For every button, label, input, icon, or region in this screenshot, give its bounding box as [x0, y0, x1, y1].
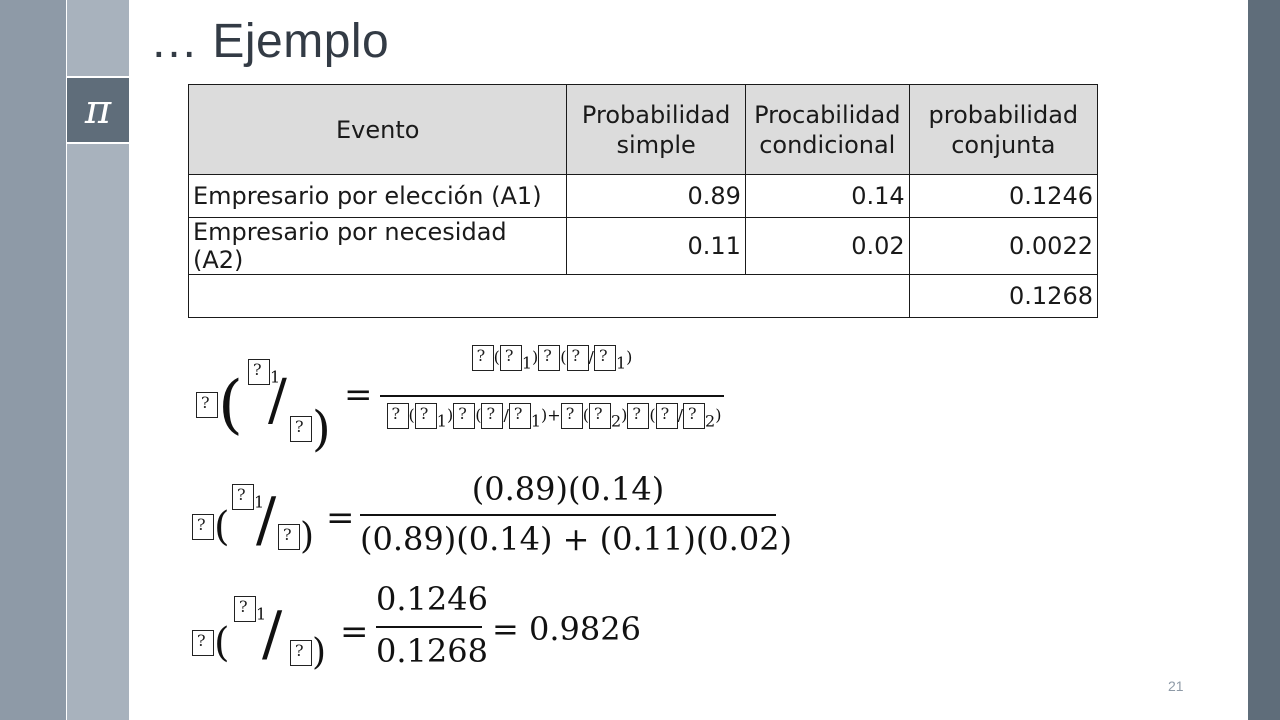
- subscript: 1: [256, 604, 267, 624]
- formula2-denominator: (0.89)(0.14) + (0.11)(0.02): [360, 520, 793, 558]
- cell-evento: Empresario por necesidad (A2): [187, 217, 568, 275]
- formula2-numerator: (0.89)(0.14): [471, 470, 665, 508]
- formula1-denominator: (1)(/1)+(2)(/2): [374, 403, 734, 431]
- cell-condicional: 0.02: [744, 217, 910, 275]
- formula1-numerator: (1)(/1): [380, 345, 724, 373]
- subscript: 1: [254, 492, 265, 512]
- cell-total: 0.1268: [908, 274, 1099, 318]
- missing-glyph-icon: [192, 514, 214, 540]
- fraction-bar: [380, 395, 724, 397]
- cell-simple: 0.89: [566, 174, 746, 218]
- pi-logo-icon: π: [66, 76, 129, 144]
- header-cond-line1: Procabilidad: [754, 100, 901, 129]
- header-conj-line1: probabilidad: [928, 100, 1079, 129]
- header-simple: Probabilidad simple: [566, 84, 746, 175]
- page-number: 21: [1168, 678, 1184, 694]
- formula-bayes-result: ( 1 / ) = 0.1246 0.1268 = 0.9826: [192, 580, 652, 676]
- formula-bayes-substituted: ( 1 / ) = (0.89)(0.14) (0.89)(0.14) + (0…: [192, 470, 792, 562]
- missing-glyph-icon: [248, 359, 270, 385]
- cell-conjunta: 0.1246: [908, 174, 1099, 218]
- missing-glyph-icon: [290, 416, 312, 442]
- equals-sign: =: [344, 375, 373, 415]
- formula-bayes-general: ( 1 / ) = (1)(/1) (1)(/1)+(2)(/2): [196, 345, 736, 457]
- missing-glyph-icon: [196, 392, 218, 418]
- missing-glyph-icon: [278, 523, 300, 550]
- header-cond-line2: condicional: [759, 130, 896, 159]
- missing-glyph-icon: [290, 639, 312, 666]
- header-conjunta: probabilidad conjunta: [908, 84, 1099, 175]
- table-row: Empresario por elección (A1) 0.89 0.14 0…: [187, 174, 1099, 218]
- cell-evento: Empresario por elección (A1): [187, 174, 568, 218]
- cell-simple: 0.11: [566, 217, 746, 275]
- formula3-result: = 0.9826: [492, 610, 641, 648]
- right-band: [1248, 0, 1280, 720]
- cell-conjunta: 0.0022: [908, 217, 1099, 275]
- header-conj-line2: conjunta: [951, 130, 1056, 159]
- formula3-numerator: 0.1246: [376, 580, 488, 618]
- missing-glyph-icon: [234, 596, 256, 622]
- header-condicional: Procabilidad condicional: [744, 84, 910, 175]
- table-row: Empresario por necesidad (A2) 0.11 0.02 …: [187, 217, 1099, 275]
- cell-condicional: 0.14: [744, 174, 910, 218]
- missing-glyph-icon: [232, 484, 254, 510]
- header-simple-line2: simple: [616, 130, 696, 159]
- missing-glyph-icon: [192, 630, 214, 656]
- left-band: [0, 0, 66, 720]
- equals-sign: =: [340, 612, 369, 652]
- subscript: 1: [270, 367, 281, 387]
- table-header-row: Evento Probabilidad simple Procabilidad …: [187, 84, 1099, 175]
- header-evento: Evento: [187, 84, 568, 175]
- pi-symbol: π: [84, 87, 112, 133]
- fraction-bar: [360, 514, 776, 516]
- header-simple-line1: Probabilidad: [581, 100, 731, 129]
- equals-sign: =: [326, 498, 355, 538]
- fraction-bar: [376, 626, 482, 628]
- slide-title: … Ejemplo: [150, 15, 390, 68]
- table-total-row: 0.1268: [188, 274, 1099, 318]
- cell-empty: [188, 274, 910, 318]
- formula3-denominator: 0.1268: [376, 632, 488, 670]
- probability-table: Evento Probabilidad simple Procabilidad …: [187, 84, 1099, 318]
